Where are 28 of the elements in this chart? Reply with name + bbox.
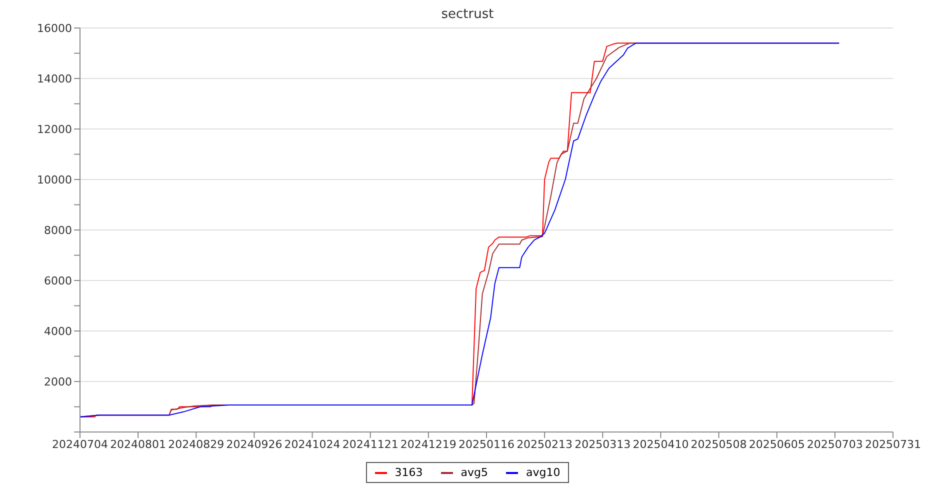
line-series bbox=[80, 42, 840, 418]
y-tick-label: 2000 bbox=[44, 375, 72, 388]
y-tick-label: 14000 bbox=[37, 72, 72, 86]
x-tick-label: 20250731 bbox=[865, 438, 921, 451]
x-tick-label: 20250508 bbox=[690, 438, 747, 451]
x-tick-label: 20250313 bbox=[574, 438, 631, 451]
y-tick-label: 4000 bbox=[44, 324, 72, 338]
x-tick-label: 20250703 bbox=[806, 438, 863, 451]
chart-title: sectrust bbox=[440, 7, 495, 22]
x-tick-label: 20241219 bbox=[400, 438, 456, 451]
y-tick-label: 6000 bbox=[44, 274, 72, 288]
x-tick-label: 20250410 bbox=[632, 438, 689, 451]
y-tick-label: 10000 bbox=[37, 173, 72, 186]
x-tick-label: 20250213 bbox=[516, 438, 573, 451]
y-tick-label: 8000 bbox=[44, 224, 72, 237]
x-tick-label: 20241024 bbox=[284, 438, 340, 451]
legend-label: 3163 bbox=[394, 466, 423, 479]
x-tick-label: 20240704 bbox=[52, 438, 108, 451]
y-tick-label: 12000 bbox=[37, 122, 72, 136]
x-tick-label: 20250605 bbox=[748, 438, 805, 451]
legend-label: avg5 bbox=[460, 466, 488, 479]
x-tick-label: 20240801 bbox=[110, 438, 166, 451]
x-tick-label: 20240926 bbox=[226, 438, 282, 451]
x-tick-label: 20241121 bbox=[342, 438, 398, 451]
legend-label: avg10 bbox=[526, 466, 560, 479]
x-tick-label: 20240829 bbox=[168, 438, 224, 451]
x-tick-label: 20250116 bbox=[458, 438, 514, 451]
y-tick-label: 16000 bbox=[37, 22, 72, 35]
